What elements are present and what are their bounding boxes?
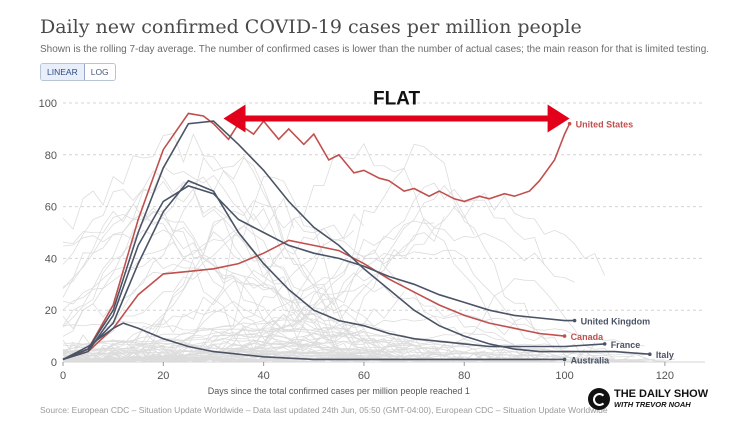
series-end-point [562,334,567,338]
background-line [62,155,545,362]
background-line [63,283,545,362]
background-line [62,334,405,360]
background-line [62,170,305,328]
series-end-point [567,121,572,126]
background-line [62,327,655,362]
series-line-italy [62,120,650,361]
series-label: United Kingdom [581,317,651,327]
series-label: France [611,340,641,350]
series-line-australia [62,322,565,361]
y-tick-label: 0 [51,357,57,369]
background-line [63,238,635,362]
series-label: Canada [571,332,605,342]
y-tick-label: 80 [45,150,57,162]
logo-line2: WITH TREVOR NOAH [614,400,691,409]
background-line [62,213,365,360]
background-line [62,328,365,362]
background-line [62,212,365,360]
y-tick-label: 60 [45,202,57,214]
x-tick-label: 20 [157,370,169,382]
x-tick-label: 40 [258,370,270,382]
chart-title: Daily new confirmed COVID-19 cases per m… [40,16,582,38]
series-line-france [62,179,605,361]
y-tick-label: 40 [45,253,57,265]
flat-arrow-left-head [223,104,246,133]
series-end-point [648,352,652,357]
x-tick-label: 100 [555,370,573,382]
background-line [62,328,435,353]
x-axis-label: Days since the total confirmed cases per… [208,386,470,396]
background-line [63,143,596,363]
background-line [62,133,295,230]
daily-show-logo: THE DAILY SHOW WITH TREVOR NOAH [588,388,708,410]
series-end-point [602,342,607,346]
series-line-united-states [62,112,571,361]
background-line [62,327,545,359]
x-tick-label: 0 [60,370,66,382]
x-tick-label: 80 [458,370,470,382]
chart-subtitle: Shown is the rolling 7-day average. The … [40,44,710,55]
logo-line1: THE DAILY SHOW [614,388,709,400]
background-line [62,216,445,362]
series-end-point [572,318,577,323]
y-tick-label: 100 [39,98,57,110]
series-line-united-kingdom [62,185,575,361]
series-end-point [562,357,567,362]
background-line [62,180,535,362]
logo-mark-icon [588,388,610,410]
flat-arrow-right-head [547,104,570,133]
y-tick-label: 20 [45,305,57,317]
flat-annotation-label: FLAT [373,89,421,110]
background-line [62,165,365,362]
background-line [62,220,435,362]
x-tick-label: 60 [358,370,370,382]
series-label: United States [576,120,634,130]
source-footer: Source: European CDC – Situation Update … [40,405,608,415]
x-tick-label: 120 [656,370,674,382]
scale-toggle: LINEAR LOG [40,63,116,81]
series-line-canada [62,239,565,361]
log-scale-button[interactable]: LOG [84,64,115,80]
series-label: Australia [571,355,611,365]
background-line [62,313,645,362]
background-line [62,192,606,362]
series-label: Italy [656,350,674,360]
linear-scale-button[interactable]: LINEAR [41,64,85,80]
